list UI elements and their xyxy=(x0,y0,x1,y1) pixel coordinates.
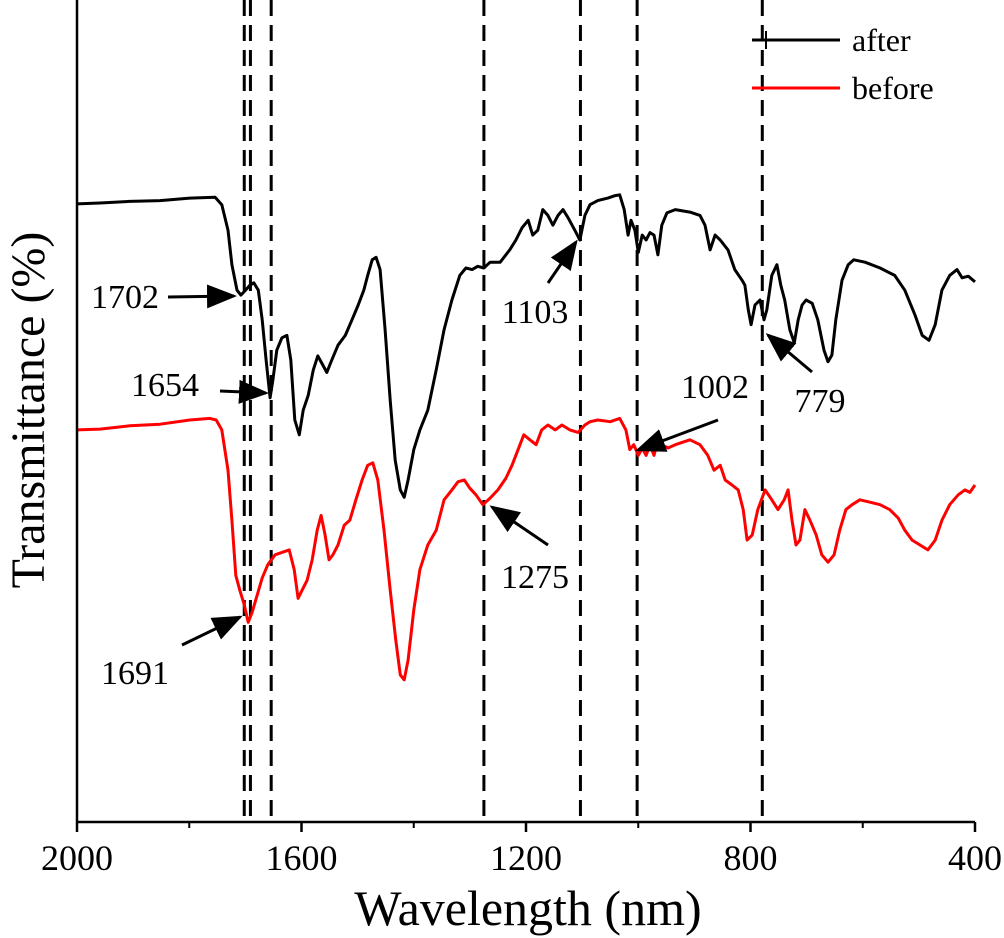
annotation-arrow xyxy=(489,505,549,547)
series-line xyxy=(76,416,977,682)
x-tick-label: 400 xyxy=(948,838,1002,878)
annotation-label: 1691 xyxy=(101,655,169,692)
annotation-arrow xyxy=(546,239,578,284)
annotation-label: 1654 xyxy=(131,367,199,404)
x-tick-label: 800 xyxy=(724,838,778,878)
annotation-label: 779 xyxy=(795,383,846,420)
annotation-arrow xyxy=(765,333,813,374)
x-tick-label: 1200 xyxy=(490,838,562,878)
annotation-arrow xyxy=(219,379,269,404)
x-axis-label: Wavelength (nm) xyxy=(354,880,701,936)
annotation-arrow xyxy=(635,418,719,452)
annotation-arrow xyxy=(181,615,243,647)
annotation-label: 1702 xyxy=(91,279,159,316)
legend-label: after xyxy=(852,22,911,58)
x-tick-label: 1600 xyxy=(266,838,338,878)
x-tick-label: 2000 xyxy=(41,838,113,878)
series-line xyxy=(76,193,976,499)
annotation-label: 1103 xyxy=(502,294,569,331)
annotation-label: 1275 xyxy=(501,559,569,596)
annotation-arrow xyxy=(167,284,237,309)
y-axis-label: Transmittance (%) xyxy=(2,232,55,589)
legend-label: before xyxy=(852,70,934,106)
annotation-label: 1002 xyxy=(681,369,749,406)
